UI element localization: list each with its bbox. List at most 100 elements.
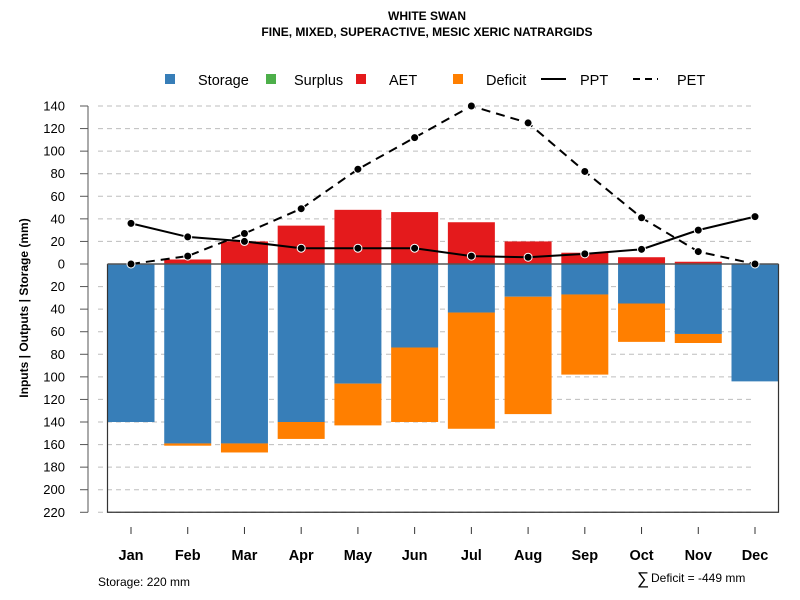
legend-label: PPT xyxy=(580,73,608,89)
lines xyxy=(126,101,760,269)
pet-point xyxy=(296,204,306,214)
ppt-point xyxy=(693,225,703,235)
bar-deficit xyxy=(220,443,268,453)
y-tick-label: 220 xyxy=(43,505,65,520)
bar-storage xyxy=(164,264,212,444)
pet-point xyxy=(693,247,703,257)
x-tick-label: Jan xyxy=(119,548,144,564)
ppt-point xyxy=(466,251,476,261)
x-tick-label: Apr xyxy=(289,548,314,564)
bar-storage xyxy=(277,264,325,422)
bar-storage xyxy=(107,264,155,422)
legend-item-surplus: Surplus xyxy=(266,73,343,89)
y-tick-label: 80 xyxy=(51,166,65,181)
bar-storage xyxy=(334,264,382,384)
bar-storage xyxy=(618,264,666,304)
legend-swatch xyxy=(165,74,175,84)
y-tick-label: 180 xyxy=(43,460,65,475)
ppt-line xyxy=(130,215,756,259)
pet-point xyxy=(637,213,647,223)
y-tick-label: 140 xyxy=(43,99,65,114)
x-tick-label: Nov xyxy=(685,548,712,564)
pet-point xyxy=(523,118,533,128)
storage-annotation: Storage: 220 mm xyxy=(98,575,190,589)
y-tick-label: 200 xyxy=(43,482,65,497)
x-tick-label: Oct xyxy=(629,548,653,564)
bar-deficit xyxy=(561,294,609,375)
pet-point xyxy=(239,229,249,239)
x-tick-label: Jul xyxy=(461,548,482,564)
legend-label: PET xyxy=(677,73,705,89)
pet-point xyxy=(410,133,420,143)
x-tick-label: Mar xyxy=(232,548,258,564)
bar-aet xyxy=(391,212,439,264)
pet-point xyxy=(750,259,760,269)
legend-item-storage: Storage xyxy=(165,73,249,89)
y-tick-label: 20 xyxy=(51,279,65,294)
x-axis: Jan Feb Mar Apr May Jun Jul Aug Sep Oct Nov Dec xyxy=(119,527,769,564)
deficit-sum-annotation: Deficit = -449 mm xyxy=(651,571,745,585)
x-tick-label: Aug xyxy=(514,548,542,564)
legend-swatch xyxy=(356,74,366,84)
chart-title: WHITE SWAN xyxy=(388,9,466,23)
bar-aet xyxy=(220,241,268,264)
bar-storage xyxy=(561,264,609,295)
y-tick-label: 40 xyxy=(51,211,65,226)
y-tick-label: 0 xyxy=(58,257,65,272)
bar-storage xyxy=(674,264,722,334)
legend-label: Deficit xyxy=(486,73,526,89)
sigma-icon: ∑ xyxy=(637,569,649,588)
y-tick-label: 20 xyxy=(51,234,65,249)
y-tick-label: 100 xyxy=(43,369,65,384)
legend-label: AET xyxy=(389,73,417,89)
bar-storage xyxy=(220,264,268,444)
storage-box xyxy=(106,264,780,513)
bar-deficit xyxy=(447,312,495,429)
bar-storage xyxy=(731,264,779,382)
bar-aet xyxy=(334,209,382,264)
y-tick-label: 60 xyxy=(51,324,65,339)
pet-point xyxy=(466,101,476,111)
y-tick-label: 80 xyxy=(51,347,65,362)
y-tick-label: 60 xyxy=(51,189,65,204)
bar-aet xyxy=(164,259,212,264)
legend: Storage Surplus AET Deficit PPT PET xyxy=(165,73,705,89)
pet-point xyxy=(353,164,363,174)
bar-deficit xyxy=(618,303,666,342)
x-tick-label: May xyxy=(344,548,372,564)
pet-line xyxy=(130,104,756,265)
bar-aet xyxy=(618,257,666,264)
ppt-point xyxy=(580,249,590,259)
bar-storage xyxy=(504,264,552,297)
bar-deficit xyxy=(504,296,552,415)
pet-point xyxy=(580,166,590,176)
x-tick-label: Jun xyxy=(402,548,428,564)
x-tick-label: Dec xyxy=(742,548,769,564)
ppt-point xyxy=(353,243,363,253)
legend-item-aet: AET xyxy=(356,73,417,89)
ppt-point xyxy=(637,244,647,254)
y-tick-label: 100 xyxy=(43,144,65,159)
bar-storage xyxy=(391,264,439,348)
ppt-point xyxy=(239,236,249,246)
bar-deficit xyxy=(164,443,212,446)
x-tick-label: Sep xyxy=(572,548,599,564)
bar-aet xyxy=(561,252,609,264)
legend-label: Storage xyxy=(198,73,249,89)
bar-deficit xyxy=(334,383,382,426)
y-axis: 1401201008060402002040608010012014016018… xyxy=(43,99,89,520)
y-tick-label: 120 xyxy=(43,392,65,407)
bar-storage xyxy=(447,264,495,313)
ppt-point xyxy=(410,243,420,253)
storage-frame xyxy=(106,263,780,513)
bar-aet xyxy=(674,261,722,264)
ppt-point xyxy=(126,218,136,228)
legend-swatch xyxy=(453,74,463,84)
legend-item-pet: PET xyxy=(633,73,705,89)
pet-point xyxy=(183,251,193,261)
y-tick-label: 160 xyxy=(43,437,65,452)
legend-item-ppt: PPT xyxy=(541,73,608,89)
bar-deficit xyxy=(674,333,722,343)
y-axis-label: Inputs | Outputs | Storage (mm) xyxy=(17,218,31,397)
